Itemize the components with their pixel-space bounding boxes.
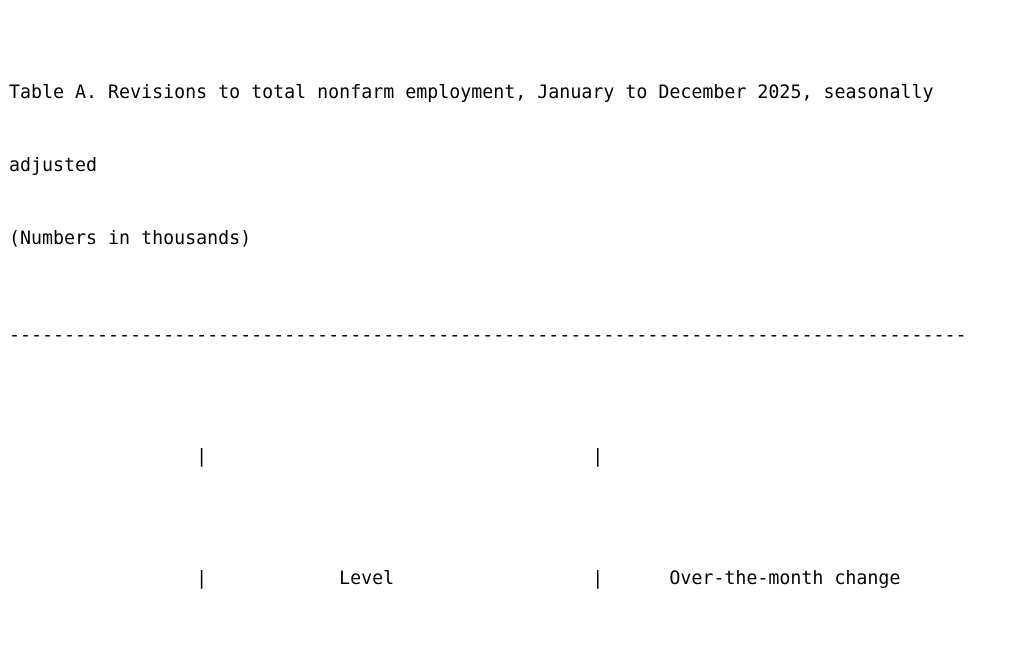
column-divider: | (196, 567, 208, 589)
group-header-level: Level (339, 567, 395, 589)
column-divider: | (592, 567, 604, 589)
units-note: (Numbers in thousands) (9, 227, 252, 249)
header-spacer-line: | | (9, 445, 1024, 469)
title-line-1: Table A. Revisions to total nonfarm empl… (9, 81, 934, 103)
group-header-otm-change: Over-the-month change (669, 567, 901, 589)
column-divider: | (592, 446, 604, 468)
rule-top: ----------------------------------------… (9, 324, 967, 346)
group-header-line: | Level | Over-the-month change (9, 567, 1024, 591)
column-divider: | (196, 446, 208, 468)
title-line-2: adjusted (9, 154, 98, 176)
